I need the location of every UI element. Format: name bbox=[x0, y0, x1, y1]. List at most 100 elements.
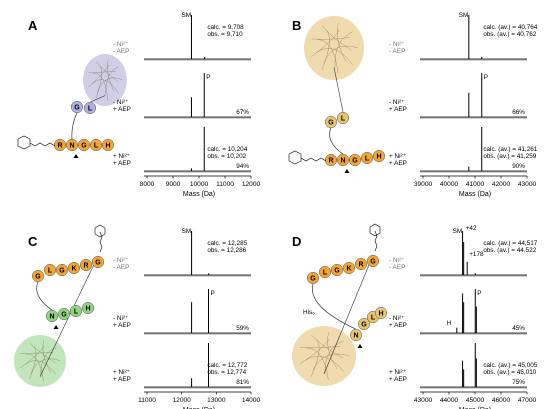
peak-label: P bbox=[206, 74, 210, 81]
mass-annotation: obs. = 12,286 bbox=[207, 247, 246, 254]
x-tick-label: 12000 bbox=[242, 181, 261, 188]
residue-letter: G bbox=[61, 311, 67, 318]
protein-structure-cartoon bbox=[304, 16, 364, 80]
residue-bead bbox=[330, 263, 344, 277]
protein-ribbon bbox=[322, 25, 353, 51]
protein-ribbon bbox=[29, 346, 37, 380]
x-tick-label: 41000 bbox=[466, 181, 485, 188]
his-tag-label: His₆ bbox=[303, 309, 315, 316]
x-tick-label: 14000 bbox=[242, 397, 261, 404]
residue-bead bbox=[89, 138, 103, 152]
conversion-percent: 45% bbox=[512, 325, 525, 332]
conversion-percent: 75% bbox=[512, 379, 525, 386]
x-tick-label: 12000 bbox=[172, 397, 191, 404]
x-tick-label: 47000 bbox=[518, 397, 537, 404]
protein-ribbon bbox=[29, 342, 56, 364]
protein-ribbon bbox=[42, 340, 51, 373]
x-axis-title: Mass (Da) bbox=[183, 191, 215, 198]
protein-structure-cartoon bbox=[14, 335, 66, 387]
peak-label: SM bbox=[182, 228, 192, 235]
biotin-structure bbox=[94, 224, 106, 253]
ring bbox=[288, 150, 302, 165]
mass-annotation: obs. = 12,774 bbox=[207, 369, 246, 376]
protein-ribbon bbox=[88, 71, 117, 73]
residue-bead bbox=[348, 153, 362, 167]
protein-ribbon bbox=[92, 79, 119, 94]
peak-label: +178 bbox=[469, 251, 484, 258]
residue-bead bbox=[336, 153, 350, 167]
residue-bead bbox=[67, 261, 81, 275]
x-tick-label: 10000 bbox=[190, 181, 209, 188]
protein-ribbon bbox=[334, 31, 353, 68]
x-tick-label: 39000 bbox=[414, 181, 433, 188]
condition-label: - Ni²⁺ bbox=[113, 99, 128, 106]
peak-label: H bbox=[447, 320, 452, 327]
protein-ribbon bbox=[20, 352, 54, 354]
residue-letter: N bbox=[69, 142, 74, 149]
residue-bead bbox=[69, 304, 83, 318]
protein-ribbon bbox=[311, 334, 344, 359]
x-tick-label: 42000 bbox=[492, 181, 511, 188]
mass-annotation: calc. (av.) = 41,261 bbox=[483, 146, 537, 153]
peak-label: P bbox=[210, 290, 214, 297]
protein-ribbon bbox=[337, 22, 347, 63]
protein-linker bbox=[323, 255, 374, 375]
condition-label: - Ni²⁺ bbox=[389, 315, 404, 322]
residue-letter: K bbox=[71, 265, 76, 272]
protein-ribbon bbox=[327, 332, 338, 370]
residue-bead bbox=[306, 271, 320, 285]
residue-letter: N bbox=[340, 157, 345, 164]
residue-bead bbox=[366, 254, 380, 268]
spectrum-2: - Ni²⁺+ AEP 45% H P bbox=[389, 289, 527, 335]
biotin-structure bbox=[288, 150, 327, 165]
residue-bead bbox=[357, 317, 371, 331]
residue-letter: H bbox=[105, 142, 110, 149]
condition-label: + AEP bbox=[389, 106, 407, 113]
conversion-percent: 90% bbox=[512, 163, 525, 170]
conversion-percent: 94% bbox=[236, 163, 249, 170]
condition-label: - Ni²⁺ bbox=[389, 41, 404, 48]
condition-label: + AEP bbox=[389, 160, 407, 167]
protein-ribbon bbox=[324, 340, 344, 374]
residue-bead bbox=[374, 306, 388, 320]
x-axis-title: Mass (Da) bbox=[183, 407, 215, 409]
mass-annotation: obs. = 9,710 bbox=[207, 31, 243, 38]
condition-label: + AEP bbox=[113, 322, 131, 329]
x-axis: 43000 44000 45000 46000 47000 Mass (Da) bbox=[414, 391, 537, 409]
residue-letter: K bbox=[346, 265, 351, 272]
condition-label: - Ni²⁺ bbox=[113, 315, 128, 322]
peak-label: SM bbox=[181, 12, 191, 19]
chain bbox=[29, 142, 56, 147]
residue-letter: G bbox=[361, 321, 367, 328]
residue-bead bbox=[65, 138, 79, 152]
linkage-line bbox=[329, 127, 344, 155]
residue-bead bbox=[342, 261, 356, 275]
panel-letter: B bbox=[292, 18, 301, 33]
residue-letter: L bbox=[88, 105, 93, 112]
x-tick-label: 8000 bbox=[140, 181, 155, 188]
residue-bead bbox=[70, 100, 84, 114]
protein-ribbon bbox=[95, 65, 102, 99]
mass-annotation: calc. (av.) = 40,764 bbox=[483, 24, 537, 31]
residue-bead bbox=[101, 138, 115, 152]
linkage-line bbox=[311, 283, 357, 330]
residue-bead bbox=[43, 263, 57, 277]
residue-letter: G bbox=[370, 258, 376, 265]
x-axis: 11000 12000 13000 14000 Mass (Da) bbox=[138, 391, 261, 409]
protein-ribbon bbox=[299, 338, 330, 365]
x-tick-label: 9000 bbox=[166, 181, 181, 188]
protein-linker bbox=[333, 67, 344, 113]
residue-letter: H bbox=[378, 310, 383, 317]
protein-ribbon bbox=[88, 64, 109, 88]
residue-letter: R bbox=[57, 142, 62, 149]
linkage-line bbox=[36, 281, 53, 311]
residue-bead bbox=[53, 138, 67, 152]
panel-letter: C bbox=[28, 234, 38, 249]
mass-annotation: calc. (av.) = 45,005 bbox=[483, 362, 537, 369]
protein-ribbon bbox=[20, 345, 45, 369]
peak-label: SM bbox=[459, 12, 469, 19]
